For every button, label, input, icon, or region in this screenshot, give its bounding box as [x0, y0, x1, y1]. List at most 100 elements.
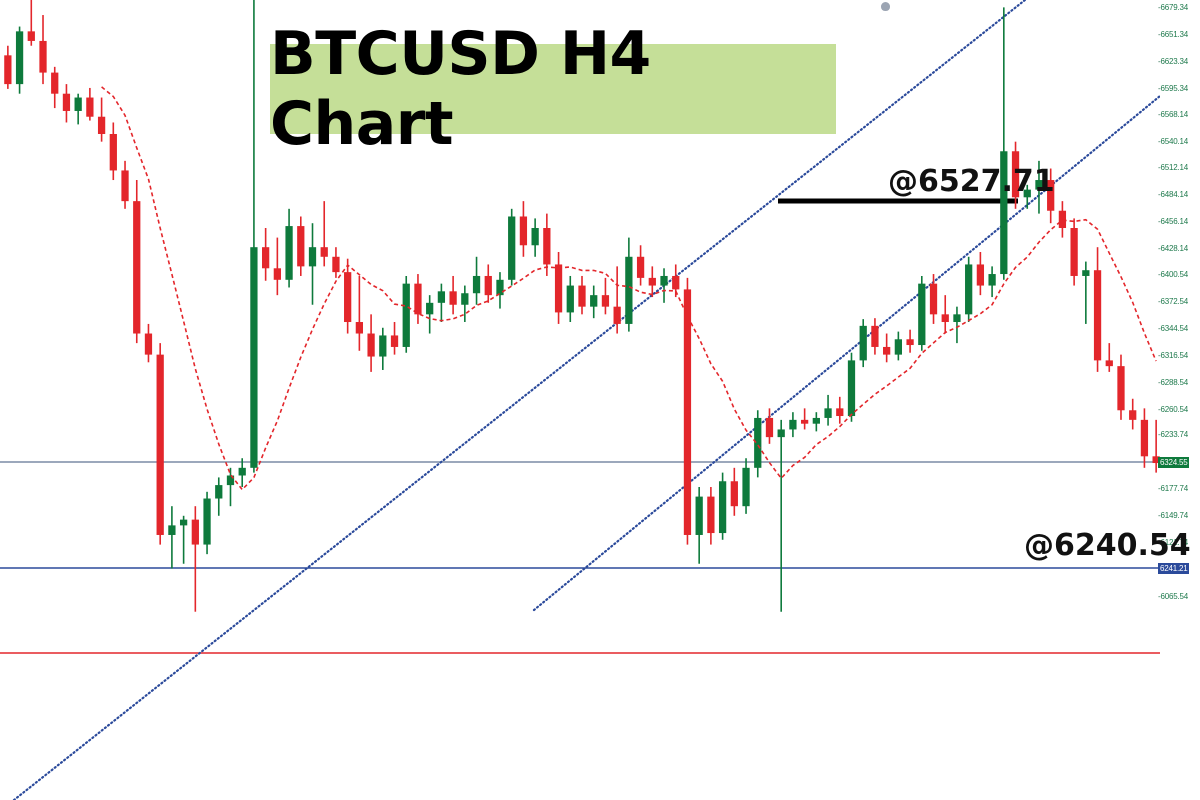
candlestick[interactable]: [156, 343, 164, 545]
candlestick[interactable]: [953, 306, 961, 344]
candlestick[interactable]: [1000, 7, 1008, 280]
candlestick[interactable]: [308, 223, 317, 305]
candlestick[interactable]: [496, 272, 504, 309]
candlestick[interactable]: [1117, 354, 1125, 420]
candlestick[interactable]: [27, 0, 35, 46]
candlestick[interactable]: [1011, 141, 1020, 209]
channel-lower-trendline[interactable]: [532, 94, 1160, 612]
candlestick[interactable]: [976, 251, 985, 296]
candlestick[interactable]: [320, 201, 328, 267]
candlestick[interactable]: [519, 201, 528, 257]
candlestick[interactable]: [15, 26, 24, 94]
channel-upper-trendline[interactable]: [12, 0, 1027, 800]
candlestick[interactable]: [273, 237, 281, 296]
candlestick[interactable]: [426, 295, 434, 334]
candlestick[interactable]: [648, 266, 656, 298]
candlestick[interactable]: [1093, 247, 1102, 372]
candlestick[interactable]: [988, 266, 996, 298]
candlestick[interactable]: [777, 419, 785, 612]
candlestick[interactable]: [800, 408, 809, 430]
candlestick[interactable]: [437, 283, 446, 323]
candlestick[interactable]: [179, 515, 188, 564]
candlestick[interactable]: [754, 410, 762, 478]
candlestick-series[interactable]: [0, 0, 1160, 800]
candlestick[interactable]: [812, 412, 820, 432]
candlestick[interactable]: [250, 0, 258, 473]
candlestick[interactable]: [203, 491, 211, 555]
candlestick[interactable]: [1047, 168, 1055, 224]
candlestick[interactable]: [636, 245, 645, 286]
candlestick[interactable]: [1058, 201, 1067, 238]
candlestick[interactable]: [51, 66, 59, 109]
candlestick[interactable]: [414, 274, 422, 324]
candlestick[interactable]: [918, 275, 926, 351]
candlestick[interactable]: [625, 237, 633, 332]
candlestick[interactable]: [836, 396, 844, 424]
candlestick[interactable]: [484, 264, 492, 303]
candlestick[interactable]: [215, 477, 223, 516]
candlestick[interactable]: [285, 208, 293, 288]
candlestick[interactable]: [660, 268, 668, 303]
candlestick[interactable]: [262, 228, 270, 281]
candlestick[interactable]: [718, 472, 727, 540]
candlestick[interactable]: [554, 251, 563, 324]
candlestick[interactable]: [871, 318, 879, 355]
candlestick[interactable]: [883, 333, 891, 363]
price-axis[interactable]: -6679.34 -6651.34 -6623.34 -6595.34 -6568.14…: [1158, 0, 1200, 800]
candlestick[interactable]: [144, 323, 153, 363]
candlestick[interactable]: [847, 352, 856, 422]
candlestick[interactable]: [765, 408, 774, 444]
candlestick[interactable]: [367, 314, 375, 372]
candlestick[interactable]: [344, 258, 352, 334]
candlestick[interactable]: [965, 256, 973, 323]
candlestick[interactable]: [566, 275, 574, 323]
candlestick[interactable]: [297, 216, 305, 276]
candlestick[interactable]: [613, 266, 621, 334]
candlestick[interactable]: [461, 285, 469, 323]
candlestick[interactable]: [1070, 218, 1078, 286]
candlestick[interactable]: [590, 285, 598, 319]
candlestick[interactable]: [226, 467, 235, 507]
candlestick[interactable]: [121, 160, 129, 209]
candlestick[interactable]: [402, 275, 410, 353]
candlestick[interactable]: [531, 218, 539, 257]
candlestick[interactable]: [449, 275, 457, 315]
candlestick[interactable]: [906, 329, 914, 353]
support-price-badge[interactable]: 6241.21: [1158, 563, 1189, 574]
candlestick[interactable]: [39, 15, 47, 85]
candlestick[interactable]: [601, 277, 610, 315]
candlestick[interactable]: [1023, 184, 1031, 209]
candlestick[interactable]: [1082, 261, 1090, 324]
candlestick[interactable]: [472, 256, 481, 305]
candlestick[interactable]: [109, 122, 117, 181]
candlestick[interactable]: [543, 213, 551, 276]
candlestick[interactable]: [379, 327, 387, 370]
candlestick[interactable]: [859, 319, 867, 368]
candlestick[interactable]: [707, 487, 715, 545]
candlestick[interactable]: [695, 487, 703, 564]
candlestick[interactable]: [789, 412, 797, 438]
candlestick[interactable]: [168, 506, 176, 569]
candlestick[interactable]: [578, 275, 586, 315]
candlestick[interactable]: [332, 247, 340, 278]
candlestick[interactable]: [4, 45, 12, 89]
candlestick[interactable]: [1129, 398, 1137, 430]
candlestick[interactable]: [191, 506, 199, 612]
candlestick[interactable]: [742, 458, 750, 514]
candlestick[interactable]: [74, 93, 82, 125]
candlestick[interactable]: [508, 208, 516, 286]
candlestick[interactable]: [1152, 419, 1160, 473]
candlestick[interactable]: [1105, 343, 1113, 372]
candlestick[interactable]: [238, 458, 246, 488]
candlestick[interactable]: [390, 322, 399, 355]
candlestick[interactable]: [62, 84, 71, 123]
candlestick[interactable]: [133, 180, 141, 344]
candlestick[interactable]: [355, 275, 364, 351]
chart-plot-area[interactable]: [0, 0, 1160, 800]
candlestick[interactable]: [824, 394, 832, 426]
candlestick[interactable]: [1035, 160, 1043, 214]
candlestick[interactable]: [683, 277, 692, 545]
candlestick[interactable]: [894, 331, 902, 361]
candlestick[interactable]: [941, 295, 949, 334]
candlestick[interactable]: [86, 87, 94, 121]
